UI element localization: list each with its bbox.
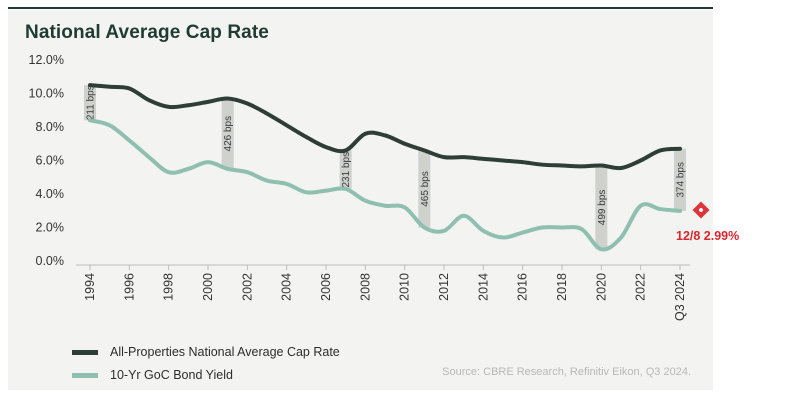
x-tick-label: 2020 [594, 273, 608, 301]
spread-bar [595, 165, 608, 250]
spread-bar [84, 85, 96, 121]
legend-swatch-cap-rate [72, 349, 98, 355]
chart-title: National Average Cap Rate [25, 22, 269, 43]
x-tick-label: 2000 [201, 273, 215, 301]
x-tick-label: 2004 [280, 273, 294, 301]
x-tick-label: 1998 [162, 273, 176, 301]
x-tick-label: 1996 [122, 273, 136, 301]
x-tick-label: 2014 [476, 273, 490, 301]
y-tick-label: 6.0% [36, 154, 65, 168]
y-tick-label: 2.0% [36, 221, 65, 235]
y-tick-label: 12.0% [29, 53, 64, 67]
top-rule [8, 7, 713, 9]
series-line-bond-yield [88, 118, 682, 252]
spread-label: 499 bps [597, 190, 608, 226]
legend-label-cap-rate: All-Properties National Average Cap Rate [110, 345, 340, 359]
annotation-label: 12/8 2.99% [676, 229, 740, 243]
x-tick-label: 2022 [634, 273, 648, 301]
legend-item-cap-rate: All-Properties National Average Cap Rate [72, 345, 340, 359]
y-tick-label: 8.0% [36, 120, 65, 134]
x-tick-label: 2016 [516, 273, 530, 301]
spread-label: 374 bps [676, 162, 687, 198]
y-tick-label: 10.0% [29, 87, 64, 101]
spread-bar [674, 148, 686, 211]
x-tick-label: 2006 [319, 273, 333, 301]
y-tick-label: 4.0% [36, 187, 65, 201]
x-tick-label: 2008 [358, 273, 372, 301]
series-line-cap-rate [88, 83, 682, 171]
spread-bar [339, 150, 352, 189]
source-note: Source: CBRE Research, Refinitiv Eikon, … [442, 366, 691, 378]
legend-swatch-bond-yield [72, 372, 98, 378]
spread-bar [221, 98, 234, 169]
y-tick-label: 0.0% [36, 254, 65, 268]
spread-bar [418, 150, 431, 228]
spread-label: 465 bps [420, 171, 431, 207]
spread-label: 231 bps [341, 152, 352, 188]
x-tick-label: 2002 [240, 273, 254, 301]
x-tick-label: 2012 [437, 273, 451, 301]
legend-item-bond-yield: 10-Yr GoC Bond Yield [72, 368, 233, 382]
x-tick-label: 2010 [398, 273, 412, 301]
x-tick-label: 2018 [555, 273, 569, 301]
spread-label: 426 bps [223, 116, 234, 152]
legend-label-bond-yield: 10-Yr GoC Bond Yield [110, 368, 233, 382]
x-tick-label: Q3 2024 [673, 273, 687, 321]
x-tick-label: 1994 [83, 273, 97, 301]
spread-label: 211 bps [86, 85, 97, 120]
